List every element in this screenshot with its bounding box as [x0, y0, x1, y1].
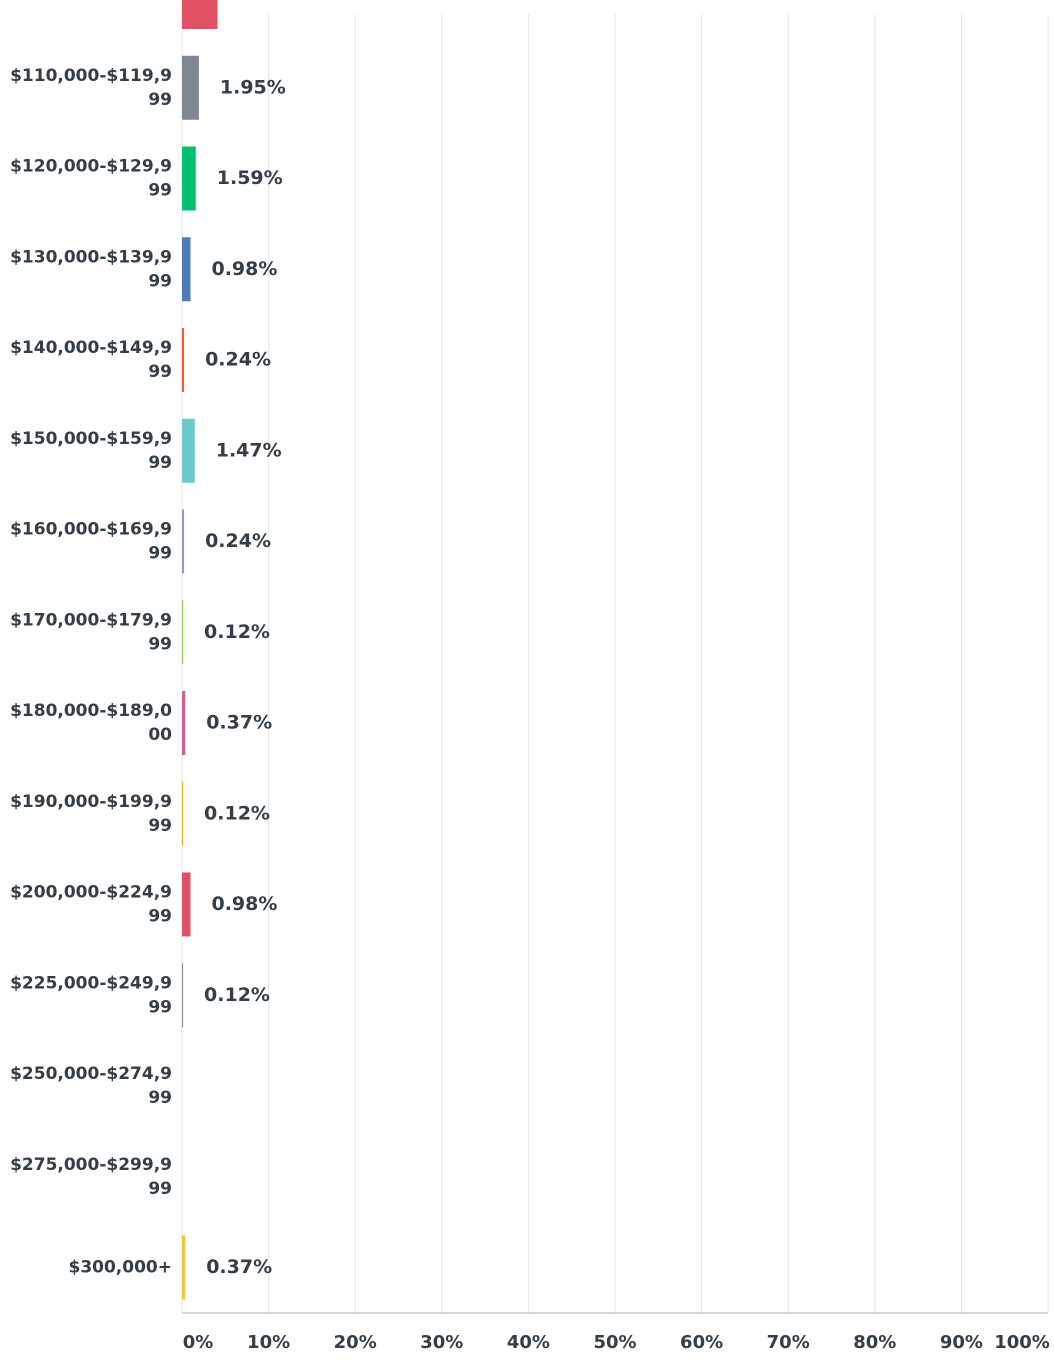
x-tick-label: 0%: [183, 1332, 214, 1353]
value-label: 1.95%: [220, 76, 286, 98]
value-label: 0.24%: [205, 349, 271, 371]
y-tick-label: $275,000-$299,9 99: [10, 1155, 172, 1199]
value-label: 0.12%: [204, 802, 270, 824]
y-tick-label: $140,000-$149,9 99: [10, 338, 172, 382]
bar: [182, 691, 186, 755]
value-label: 1.47%: [216, 439, 282, 461]
x-tick-label: 70%: [767, 1332, 810, 1353]
bar: [182, 146, 196, 211]
y-tick-label: $150,000-$159,9 99: [10, 429, 172, 473]
value-label: 1.59%: [217, 167, 283, 189]
bar: [182, 963, 184, 1028]
bar: [182, 600, 184, 665]
value-label: 0.37%: [206, 712, 272, 734]
x-tick-label: 40%: [507, 1332, 550, 1353]
value-label: 0.24%: [205, 530, 271, 552]
x-tick-label: 60%: [680, 1332, 723, 1353]
x-tick-label: 100%: [994, 1332, 1050, 1353]
bar: [182, 0, 218, 29]
bar: [182, 418, 195, 483]
y-tick-label: $110,000-$119,9 99: [10, 66, 172, 110]
y-tick-label: $200,000-$224,9 99: [10, 883, 172, 927]
bar: [182, 1235, 186, 1300]
y-tick-label: $300,000+: [68, 1258, 172, 1278]
x-tick-label: 10%: [247, 1332, 290, 1353]
value-label: 0.98%: [211, 258, 277, 280]
y-tick-label: $130,000-$139,9 99: [10, 247, 172, 291]
bar: [182, 509, 185, 574]
value-label: 0.98%: [211, 893, 277, 915]
bar: [182, 237, 191, 302]
bar: [182, 55, 199, 120]
y-tick-label: $225,000-$249,9 99: [10, 973, 172, 1017]
value-label: 0.37%: [206, 1256, 272, 1278]
x-tick-label: 90%: [940, 1332, 983, 1353]
bar: [182, 328, 185, 392]
y-tick-label: $190,000-$199,9 99: [10, 792, 172, 836]
x-tick-label: 30%: [420, 1332, 463, 1353]
y-tick-label: $120,000-$129,9 99: [10, 157, 172, 201]
bar: [182, 872, 191, 937]
value-label: 0.12%: [204, 984, 270, 1006]
y-tick-label: $250,000-$274,9 99: [10, 1064, 172, 1108]
x-tick-label: 50%: [593, 1332, 636, 1353]
x-tick-label: 20%: [334, 1332, 377, 1353]
value-label: 0.12%: [204, 621, 270, 643]
y-tick-label: $180,000-$189,0 00: [10, 701, 172, 745]
y-tick-label: $170,000-$179,9 99: [10, 610, 172, 654]
y-tick-label: $160,000-$169,9 99: [10, 520, 172, 564]
bar: [182, 781, 184, 846]
x-tick-label: 80%: [853, 1332, 896, 1353]
